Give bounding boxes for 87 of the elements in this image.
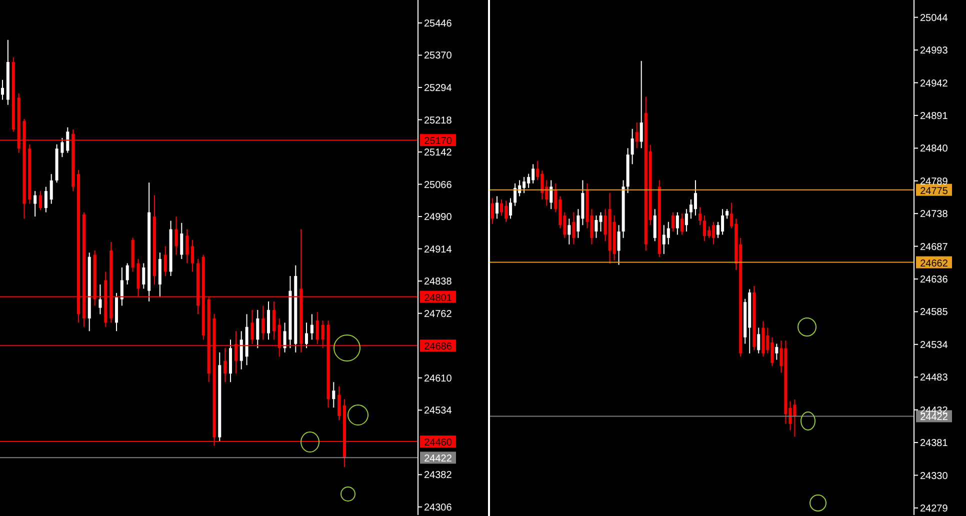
y-tick-label: 25044 xyxy=(920,12,948,24)
y-tick-label: 24738 xyxy=(920,209,948,220)
candlestick xyxy=(180,222,184,260)
y-tick-label: 24687 xyxy=(920,242,948,253)
candlestick xyxy=(630,128,634,165)
y-tick-label: 24483 xyxy=(920,372,948,384)
candlestick xyxy=(568,218,571,245)
y-tick-label: 24330 xyxy=(920,470,948,482)
candlestick xyxy=(666,221,670,245)
candlestick xyxy=(256,309,260,349)
candlestick xyxy=(142,262,146,290)
y-tick-label: 24942 xyxy=(920,78,948,90)
y-tick-label: 24993 xyxy=(920,46,948,57)
candlestick xyxy=(272,300,276,340)
y-tick-label: 24610 xyxy=(424,373,452,384)
y-tick-label: 24762 xyxy=(424,308,452,320)
candlestick xyxy=(332,382,336,408)
candlestick xyxy=(240,330,243,370)
y-tick-label: 24382 xyxy=(424,470,452,482)
candlestick xyxy=(572,212,576,245)
y-tick-label: 24914 xyxy=(424,244,452,256)
candlestick xyxy=(60,137,64,158)
candlestick xyxy=(640,60,643,149)
candlestick xyxy=(305,322,308,349)
candlestick xyxy=(191,239,194,272)
candlestick xyxy=(698,206,702,226)
candlestick xyxy=(50,174,53,204)
ref-line-label: 24775 xyxy=(920,186,948,197)
candlestick xyxy=(671,212,674,232)
candlestick xyxy=(775,343,778,360)
y-tick-label: 24534 xyxy=(424,406,452,417)
ref-line-label: 24460 xyxy=(424,438,452,449)
y-tick-label: 24838 xyxy=(424,276,452,288)
y-tick-label: 25294 xyxy=(424,83,452,94)
candlestick xyxy=(496,196,499,220)
y-tick-label: 24840 xyxy=(920,144,948,155)
candlestick xyxy=(310,314,314,340)
candlestick xyxy=(653,208,656,242)
y-tick-label: 25142 xyxy=(424,148,452,159)
candlestick xyxy=(491,198,494,224)
ref-line-label: 24662 xyxy=(920,258,948,270)
candlestick xyxy=(594,214,598,238)
y-tick-label: 24990 xyxy=(424,212,452,224)
ref-line-label: 24422 xyxy=(424,454,452,465)
y-tick-label: 25446 xyxy=(424,18,452,30)
candlestick xyxy=(509,198,512,220)
candlestick xyxy=(599,212,602,232)
candlestick xyxy=(726,208,729,220)
candlestick xyxy=(186,228,189,264)
y-tick-label: 24306 xyxy=(424,502,452,514)
candlestick xyxy=(164,246,167,276)
candlestick xyxy=(267,300,270,340)
ref-line-label: 24686 xyxy=(424,342,452,353)
candlestick xyxy=(98,284,102,315)
candlestick xyxy=(617,224,620,266)
candlestick xyxy=(34,190,37,218)
candlestick xyxy=(126,262,129,285)
y-tick-label: 24891 xyxy=(920,110,948,122)
candlestick xyxy=(174,216,178,256)
y-tick-label: 25218 xyxy=(424,115,452,126)
candlestick xyxy=(338,386,341,421)
y-tick-label: 24534 xyxy=(920,340,948,351)
candlestick xyxy=(44,186,48,213)
y-tick-label: 24381 xyxy=(920,438,948,450)
candlestick xyxy=(550,180,553,210)
ref-line-label: 24801 xyxy=(424,292,452,304)
candlestick xyxy=(514,182,517,206)
candlestick xyxy=(680,213,684,236)
y-tick-label: 25370 xyxy=(424,50,452,62)
candlestick xyxy=(684,208,688,232)
candlestick xyxy=(120,266,124,306)
candlestick xyxy=(694,180,697,216)
candlestick xyxy=(66,126,70,154)
y-tick-label: 24636 xyxy=(920,274,948,286)
y-tick-label: 24585 xyxy=(920,307,948,318)
candlestick xyxy=(283,322,286,353)
candlestick xyxy=(676,212,679,236)
candlestick xyxy=(39,190,42,211)
candlestick xyxy=(500,198,504,216)
candlestick xyxy=(224,348,227,383)
candlestick xyxy=(1,79,4,100)
y-tick-label: 24279 xyxy=(920,503,948,514)
candlestick xyxy=(635,122,638,149)
candlestick xyxy=(757,327,760,354)
ref-line-label: 25170 xyxy=(424,136,452,148)
y-tick-label: 25066 xyxy=(424,180,452,191)
candlestick xyxy=(262,305,265,340)
